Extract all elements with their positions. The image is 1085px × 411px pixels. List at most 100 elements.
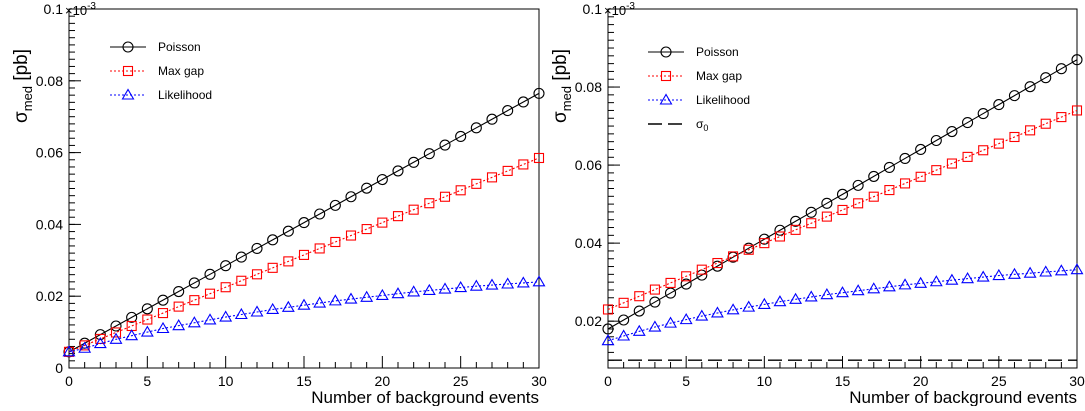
x-tick-label: 10 [218,373,234,389]
x-tick-label: 0 [604,373,612,389]
legend: Poisson Max gap Likelihood [110,40,212,102]
x-tick-label: 0 [65,373,73,389]
data-point [441,192,450,201]
data-point [237,276,246,285]
data-point [378,218,387,227]
data-point [408,286,419,296]
x-tick-label: 10 [757,373,773,389]
data-point [915,278,926,288]
y-tick-label: 0.02 [575,313,602,329]
chart-1: 0 5 10 15 20 25 30 0 0.02 0.04 0.06 0.08 0.1 ×10-3 σme… [11,1,547,406]
y-tick-label: 0.1 [583,1,603,17]
data-point [884,281,895,291]
x-tick-label: 15 [296,373,312,389]
x-tick-label: 20 [913,373,929,389]
x-axis-title: Number of background events [311,388,539,406]
series-line [608,270,1077,341]
plot-frame [608,9,1077,368]
y-tick-label: 0.06 [575,157,602,173]
data-point [837,287,848,297]
x-tick-label: 30 [531,373,547,389]
x-axis-title: Number of background events [849,388,1077,406]
plot-frame [69,9,539,368]
y-tick-label: 0.08 [36,73,63,89]
data-point [854,199,863,208]
x-tick-label: 5 [682,373,690,389]
series-triangle-3 [603,264,1083,345]
x-tick-label: 5 [143,373,151,389]
data-point [821,289,832,299]
data-point [190,296,199,305]
data-point [330,295,341,305]
data-point [1041,119,1050,128]
data-point [838,205,847,214]
data-point [900,279,911,289]
data-point [503,166,512,175]
series-line [69,93,539,351]
data-point [346,294,357,304]
data-point [963,152,972,161]
data-point [394,212,403,221]
y-tick-label: 0.04 [36,216,63,232]
x-tick-label: 20 [375,373,391,389]
y-tick-label: 0.06 [36,145,63,161]
series-circle-1 [64,88,544,356]
series-circle-1 [603,55,1082,334]
data-point [979,146,988,155]
data-point [377,290,388,300]
y-exponent-label: ×10-3 [65,1,96,18]
data-point [1026,126,1035,135]
y-tick-label: 0.1 [44,1,64,17]
series-square-2 [65,153,544,356]
data-point [283,302,294,312]
legend-label: Poisson [696,45,739,59]
series-line [608,110,1077,309]
data-point [253,270,262,279]
data-point [393,288,404,298]
data-point [650,285,659,294]
data-point [916,172,925,181]
x-tick-label: 30 [1069,373,1085,389]
data-point [361,292,372,302]
legend-label: Max gap [696,69,742,83]
legend-marker [123,90,134,100]
data-point [300,250,309,259]
data-point [868,283,879,293]
series-line [69,282,539,352]
data-point [853,285,864,295]
data-point [931,276,942,286]
legend-label: Likelihood [696,93,750,107]
data-point [901,179,910,188]
data-point [456,186,465,195]
legend-label: Max gap [158,64,204,78]
data-point [314,298,325,308]
data-point [775,232,784,241]
y-tick-label: 0.08 [575,79,602,95]
legend-label: Poisson [158,40,201,54]
chart-2: 0 5 10 15 20 25 30 0.02 0.04 0.06 0.08 0.1 ×10-3 σmed… [550,1,1085,406]
x-tick-label: 25 [991,373,1007,389]
data-point [315,244,324,253]
y-tick-label: 0 [55,360,63,376]
data-point [1056,265,1067,275]
y-axis-title: σmed [pb] [11,49,35,123]
legend-label: Likelihood [158,88,212,102]
data-point [1040,267,1051,277]
data-point [299,300,310,310]
legend-label: σ0 [696,117,708,133]
legend-marker [661,95,672,105]
data-point [519,160,528,169]
y-tick-label: 0.02 [36,288,63,304]
x-tick-label: 15 [835,373,851,389]
series-square-2 [604,106,1082,314]
data-point [666,278,675,287]
y-axis-title: σmed [pb] [550,49,574,123]
series-triangle-3 [64,276,545,356]
y-tick-label: 0.04 [575,235,602,251]
data-point [174,302,183,311]
x-tick-label: 25 [453,373,469,389]
y-exponent-label: ×10-3 [604,1,635,18]
series-line [608,60,1077,329]
